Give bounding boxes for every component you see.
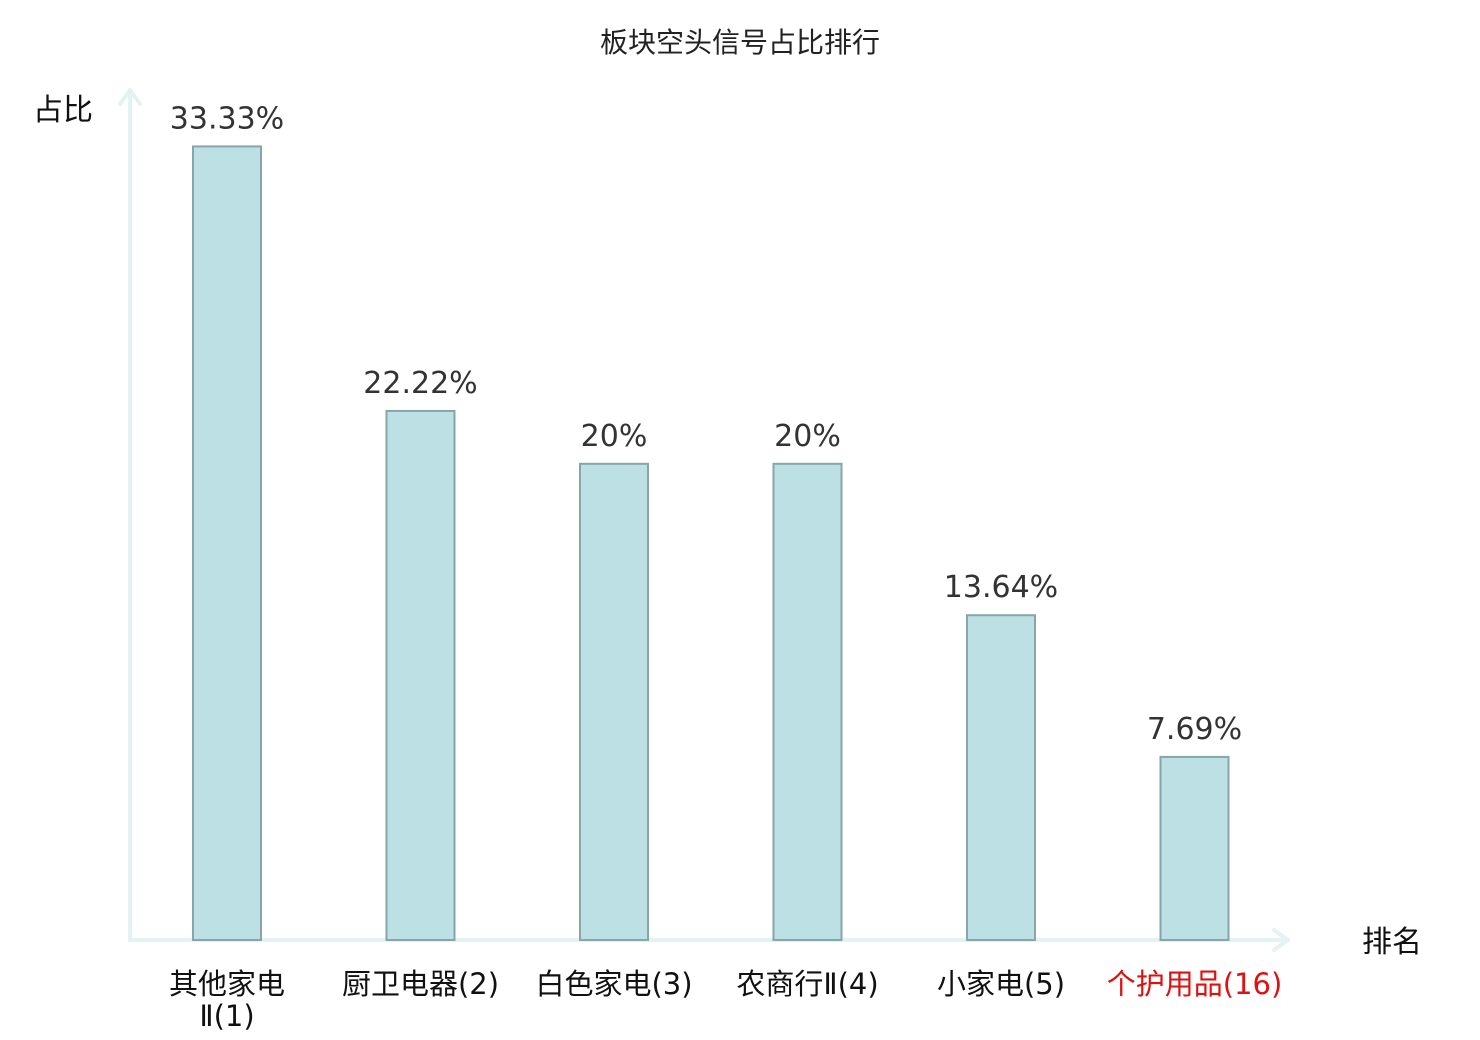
bar-6 <box>1159 755 1230 942</box>
y-axis-label: 占比 <box>33 93 93 128</box>
bar-3 <box>579 462 649 941</box>
category-label-1: 其他家电 Ⅱ(1) <box>169 967 285 1033</box>
bars-group <box>192 145 1230 942</box>
value-label-4: 20% <box>774 419 841 454</box>
value-label-5: 13.64% <box>944 570 1058 605</box>
bar-5 <box>966 614 1036 941</box>
bar-2 <box>385 409 456 941</box>
category-labels-group: 其他家电 Ⅱ(1) 厨卫电器(2) 白色家电(3) 农商行Ⅱ(4) 小家电(5) 个护用品(… <box>169 967 1282 1033</box>
value-labels-group: 33.33% 22.22% 20% 20% 13.64% 7.69% <box>170 101 1242 746</box>
x-axis-label: 排名 <box>1362 925 1422 960</box>
bar-4 <box>772 462 843 941</box>
y-axis-arrow <box>118 88 142 106</box>
value-label-1: 33.33% <box>170 101 284 136</box>
category-label-3: 白色家电(3) <box>535 967 692 1001</box>
category-label-4: 农商行Ⅱ(4) <box>736 967 878 1001</box>
x-axis-arrow <box>1272 928 1290 952</box>
bar-1 <box>192 145 262 941</box>
value-label-3: 20% <box>581 419 648 454</box>
value-label-6: 7.69% <box>1147 712 1242 747</box>
axes <box>118 88 1290 952</box>
category-label-6: 个护用品(16) <box>1107 967 1283 1001</box>
chart-title: 板块空头信号占比排行 <box>600 26 880 59</box>
category-label-2: 厨卫电器(2) <box>342 967 499 1001</box>
category-label-5: 小家电(5) <box>937 967 1065 1001</box>
value-label-2: 22.22% <box>363 366 477 401</box>
